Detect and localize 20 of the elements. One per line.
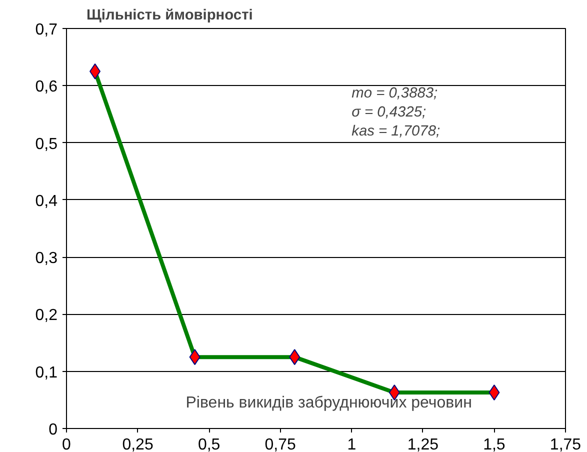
- x-tick-label: 0: [62, 436, 72, 452]
- x-tick-label: 1: [347, 436, 356, 452]
- x-tick-label: 1,5: [483, 436, 506, 452]
- y-tick-label: 0,7: [35, 22, 58, 38]
- y-tick-label: 0,3: [35, 250, 58, 268]
- x-tick-label: 0,75: [264, 436, 296, 452]
- y-tick-label: 0,4: [35, 192, 58, 210]
- annotation: mo = 0,3883; σ = 0,4325; kas = 1,7078;: [352, 85, 440, 140]
- point: [488, 384, 500, 400]
- y-tick-label: 0,1: [35, 364, 58, 382]
- x-tick-label: 0,5: [198, 436, 220, 452]
- x-tick-label: 1,75: [550, 436, 582, 452]
- chart-title: Щільність ймовірності: [86, 8, 253, 24]
- y-tick-label: 0,2: [35, 307, 58, 324]
- x-tick-label: 1,25: [407, 436, 439, 452]
- x-tick-label: 0,25: [122, 436, 154, 452]
- y-tick-label: 0,5: [35, 136, 58, 153]
- y-tick-label: 0,6: [35, 78, 58, 96]
- y-tick-label: 0: [48, 422, 58, 438]
- x-axis-title: Рівень викидів забруднюючих речовин: [186, 394, 472, 412]
